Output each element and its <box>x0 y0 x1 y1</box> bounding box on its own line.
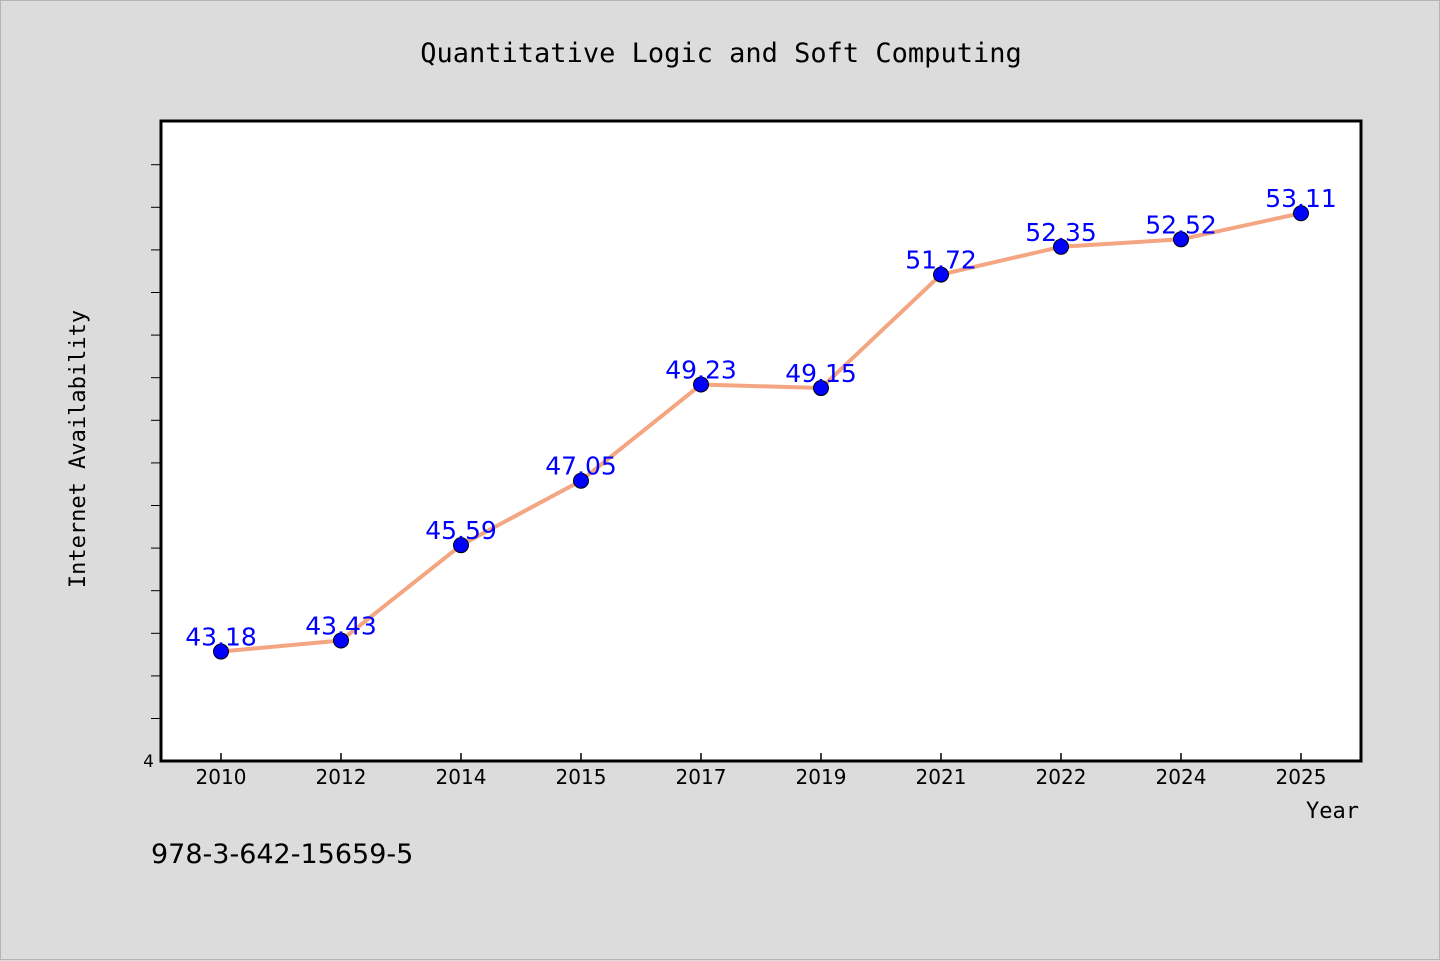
data-label: 52.35 <box>1025 218 1097 247</box>
data-point-marker <box>1173 231 1189 248</box>
plot-area <box>159 119 1363 763</box>
data-label: 43.43 <box>305 612 377 641</box>
x-axis-label: Year <box>1306 799 1359 824</box>
series-path <box>220 211 1302 654</box>
x-tick-label: 2012 <box>316 765 367 789</box>
isbn-text: 978-3-642-15659-5 <box>151 839 413 870</box>
x-axis-tick-labels: 2010 2012 2014 2015 2017 2019 2021 2022 2024 2025 <box>196 765 1327 789</box>
x-tick-label: 2015 <box>556 765 607 789</box>
x-tick-label: 2017 <box>676 765 727 789</box>
data-label: 47.05 <box>545 452 617 481</box>
data-point-marker <box>1293 205 1309 222</box>
data-label: 43.18 <box>185 623 257 652</box>
series-markers <box>213 205 1309 660</box>
x-tick-label: 2022 <box>1036 765 1087 789</box>
data-point-marker <box>693 376 709 393</box>
data-point-marker <box>813 380 829 397</box>
x-tick-label: 2019 <box>796 765 847 789</box>
data-label: 52.52 <box>1145 210 1217 239</box>
series-data-labels: 43.18 43.43 45.59 47.05 49.23 49.15 51.72 52.35… <box>185 184 1337 651</box>
data-label: 45.59 <box>425 516 497 545</box>
data-label: 51.72 <box>905 246 977 275</box>
data-point-marker <box>453 537 469 554</box>
x-tick-label: 2024 <box>1156 765 1207 789</box>
x-tick-label: 2014 <box>436 765 487 789</box>
y-tick-label: 4 <box>143 752 154 772</box>
series-line <box>220 211 1302 654</box>
x-tick-label: 2021 <box>916 765 967 789</box>
x-tick-label: 2025 <box>1276 765 1327 789</box>
y-axis-ticks <box>151 164 161 719</box>
data-point-marker <box>333 632 349 649</box>
y-axis-label: Internet Availability <box>66 310 91 588</box>
x-tick-label: 2010 <box>196 765 247 789</box>
x-axis-ticks <box>220 753 1302 761</box>
data-label: 49.15 <box>785 359 857 388</box>
data-point-marker <box>213 643 229 660</box>
chart-title: Quantitative Logic and Soft Computing <box>420 38 1021 69</box>
data-label: 49.23 <box>665 356 737 385</box>
data-point-marker <box>573 472 589 489</box>
data-label: 53.11 <box>1265 184 1337 213</box>
data-point-marker <box>1053 238 1069 255</box>
data-point-marker <box>933 266 949 283</box>
